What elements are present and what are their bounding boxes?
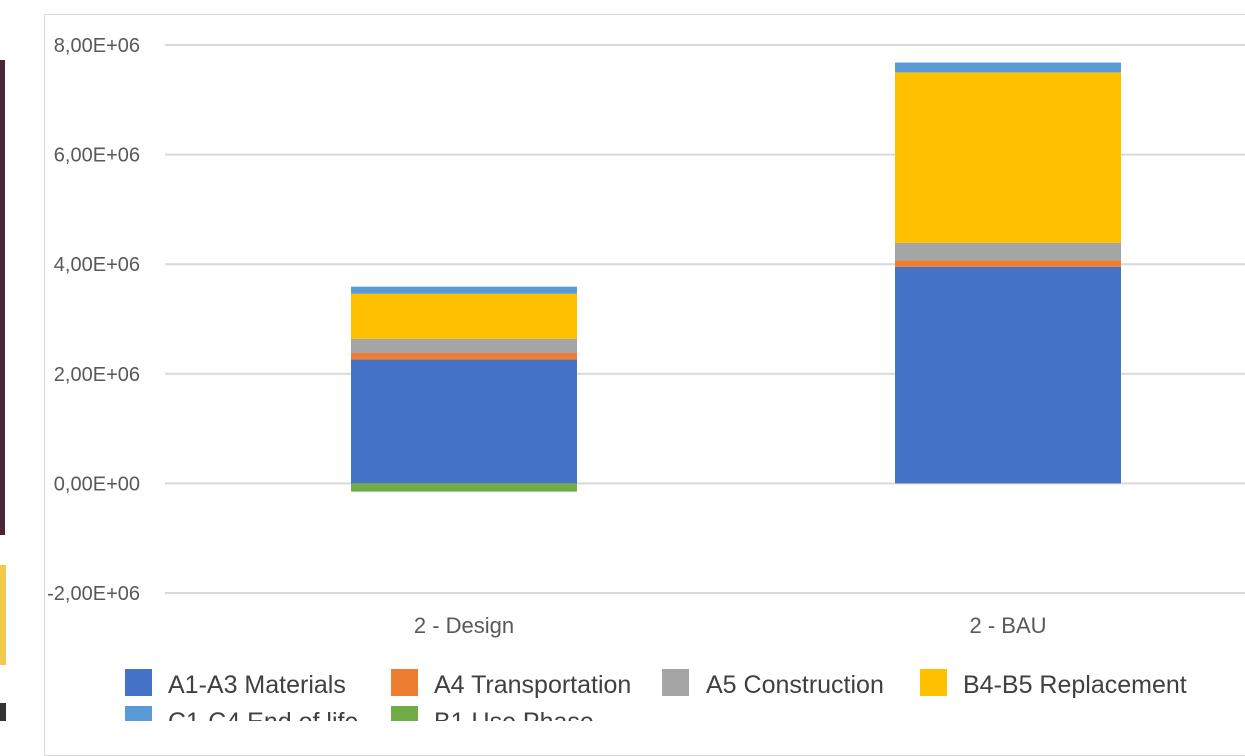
x-axis-category-labels: 2 - Design 2 - BAU bbox=[414, 613, 1047, 638]
bar-segment bbox=[895, 62, 1121, 73]
left-strip-maroon bbox=[0, 60, 5, 535]
stacked-bar-chart: 8,00E+06 6,00E+06 4,00E+06 2,00E+06 0,00E+00… bbox=[47, 35, 1245, 721]
legend-swatch bbox=[391, 706, 418, 721]
legend-swatch bbox=[920, 669, 947, 696]
legend-label: A5 Construction bbox=[706, 671, 884, 699]
y-tick-label: -2,00E+06 bbox=[47, 583, 140, 605]
legend-label: A4 Transportation bbox=[434, 671, 631, 699]
left-strip-yellow bbox=[0, 565, 6, 665]
bar-segment bbox=[351, 338, 577, 353]
bars bbox=[351, 62, 1121, 492]
y-tick-label: 2,00E+06 bbox=[54, 364, 140, 386]
legend-label: B4-B5 Replacement bbox=[963, 671, 1187, 699]
legend-swatch bbox=[125, 669, 152, 696]
bar-segment bbox=[351, 352, 577, 360]
legend-swatch bbox=[125, 706, 152, 721]
bar-segment bbox=[895, 72, 1121, 243]
bar-segment bbox=[895, 260, 1121, 267]
x-category-label: 2 - Design bbox=[414, 613, 514, 638]
y-tick-label: 6,00E+06 bbox=[54, 145, 140, 167]
bar-segment bbox=[351, 286, 577, 294]
bar-segment bbox=[351, 293, 577, 339]
legend-label: C1-C4 End of life bbox=[168, 708, 358, 721]
legend-swatch bbox=[391, 669, 418, 696]
bar-segment bbox=[895, 266, 1121, 484]
legend-label: A1-A3 Materials bbox=[168, 671, 346, 699]
bar-segment bbox=[351, 483, 577, 492]
legend: A1-A3 Materials A4 Transportation A5 Const… bbox=[125, 669, 1187, 721]
y-tick-label: 0,00E+00 bbox=[54, 473, 140, 495]
y-axis-tick-labels: 8,00E+06 6,00E+06 4,00E+06 2,00E+06 0,00E+00… bbox=[47, 35, 140, 605]
legend-label: B1 Use Phase bbox=[434, 708, 594, 721]
x-category-label: 2 - BAU bbox=[969, 613, 1046, 638]
bar-segment bbox=[895, 242, 1121, 261]
bar-segment bbox=[351, 359, 577, 484]
legend-swatch bbox=[662, 669, 689, 696]
left-strip-dark bbox=[0, 703, 6, 721]
y-tick-label: 4,00E+06 bbox=[54, 254, 140, 276]
y-tick-label: 8,00E+06 bbox=[54, 35, 140, 57]
